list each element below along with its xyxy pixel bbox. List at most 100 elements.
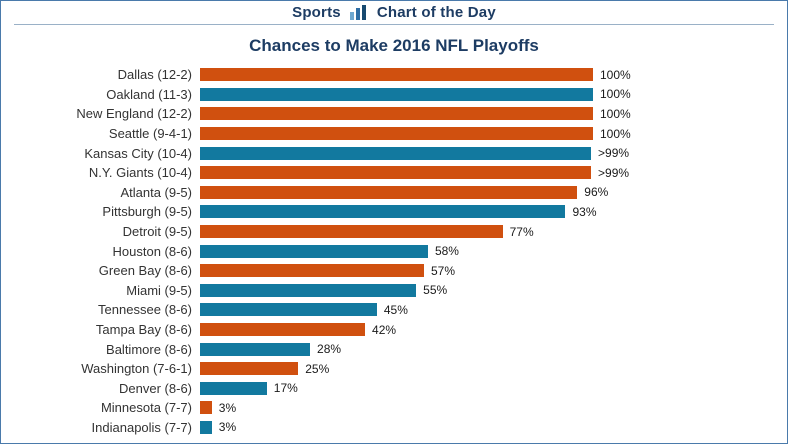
- chart-row: Miami (9-5) 55%: [1, 281, 787, 301]
- team-label: Minnesota (7-7): [100, 400, 192, 416]
- team-label: Miami (9-5): [126, 282, 192, 298]
- bar-zone: 42%: [200, 323, 787, 337]
- chart-row: Tennessee (8-6) 45%: [1, 300, 787, 320]
- value-label: 100%: [600, 106, 631, 121]
- team-label: Tampa Bay (8-6): [95, 322, 192, 338]
- chart-row: Baltimore (8-6) 28%: [1, 339, 787, 359]
- bar: [200, 87, 593, 101]
- chart-row: Pittsburgh (9-5) 93%: [1, 202, 787, 222]
- bar-zone: 25%: [200, 362, 787, 376]
- bar: [200, 381, 267, 395]
- header: Sports Chart of the Day: [1, 1, 787, 22]
- bar: [200, 225, 503, 239]
- bar: [200, 420, 212, 434]
- header-divider: [14, 24, 774, 25]
- team-label: Washington (7-6-1): [81, 361, 192, 377]
- bar: [200, 303, 377, 317]
- bar-zone: 77%: [200, 225, 787, 239]
- bar-zone: 3%: [200, 420, 787, 434]
- bar-zone: 58%: [200, 244, 787, 258]
- value-label: 42%: [372, 322, 397, 337]
- bar: [200, 127, 593, 141]
- chart-row: Minnesota (7-7) 3%: [1, 398, 787, 418]
- chart-row: Dallas (12-2) 100%: [1, 65, 787, 85]
- value-label: 25%: [305, 361, 330, 376]
- bar: [200, 342, 311, 356]
- chart-row: Kansas City (10-4) >99%: [1, 143, 787, 163]
- bar-zone: 28%: [200, 342, 787, 356]
- team-label: Atlanta (9-5): [120, 184, 192, 200]
- bar-zone: >99%: [200, 166, 787, 180]
- chart-row: Houston (8-6) 58%: [1, 241, 787, 261]
- team-label: Detroit (9-5): [122, 224, 192, 240]
- team-label: Green Bay (8-6): [98, 263, 192, 279]
- bar-zone: 45%: [200, 303, 787, 317]
- chart-row: Seattle (9-4-1) 100%: [1, 124, 787, 144]
- team-label: Oakland (11-3): [106, 86, 192, 102]
- value-label: 55%: [423, 283, 448, 298]
- bar-zone: 3%: [200, 401, 787, 415]
- tagline-label: Chart of the Day: [376, 4, 496, 21]
- chart-row: Atlanta (9-5) 96%: [1, 183, 787, 203]
- bar: [200, 166, 592, 180]
- value-label: 28%: [317, 342, 342, 357]
- chart-row: New England (12-2) 100%: [1, 104, 787, 124]
- bar-zone: 100%: [200, 68, 787, 82]
- bar-zone: 93%: [200, 205, 787, 219]
- bar: [200, 283, 417, 297]
- team-label: Kansas City (10-4): [84, 145, 192, 161]
- chart-row: Oakland (11-3) 100%: [1, 85, 787, 105]
- value-label: 17%: [273, 381, 298, 396]
- bar: [200, 185, 578, 199]
- bar-zone: 100%: [200, 107, 787, 121]
- team-label: Houston (8-6): [112, 243, 192, 259]
- bar-zone: 100%: [200, 87, 787, 101]
- bar: [200, 205, 566, 219]
- bar: [200, 146, 592, 160]
- chart-title: Chances to Make 2016 NFL Playoffs: [249, 36, 539, 55]
- team-label: Baltimore (8-6): [106, 341, 192, 357]
- bar: [200, 107, 593, 121]
- value-label: 100%: [600, 67, 631, 82]
- team-label: Seattle (9-4-1): [108, 126, 192, 142]
- team-label: Denver (8-6): [119, 380, 192, 396]
- bar: [200, 401, 212, 415]
- value-label: 77%: [509, 224, 534, 239]
- value-label: >99%: [598, 146, 630, 161]
- value-label: 93%: [572, 204, 597, 219]
- value-label: 57%: [431, 263, 456, 278]
- chart-row: N.Y. Giants (10-4) >99%: [1, 163, 787, 183]
- chart-row: Tampa Bay (8-6) 42%: [1, 320, 787, 340]
- value-label: 45%: [383, 302, 408, 317]
- value-label: 100%: [600, 87, 631, 102]
- bar: [200, 244, 428, 258]
- chart-row: Washington (7-6-1) 25%: [1, 359, 787, 379]
- chart-row: Green Bay (8-6) 57%: [1, 261, 787, 281]
- team-label: Indianapolis (7-7): [91, 419, 192, 435]
- bar-zone: 57%: [200, 264, 787, 278]
- bar-zone: 17%: [200, 381, 787, 395]
- team-label: Tennessee (8-6): [98, 302, 192, 318]
- bar-zone: 55%: [200, 283, 787, 297]
- bar: [200, 264, 424, 278]
- bar-zone: 100%: [200, 127, 787, 141]
- team-label: New England (12-2): [76, 106, 192, 122]
- value-label: 58%: [434, 244, 459, 259]
- chart-logo-icon: [349, 5, 368, 20]
- value-label: >99%: [598, 165, 630, 180]
- team-label: Dallas (12-2): [117, 67, 192, 83]
- brand-label: Sports: [292, 4, 341, 21]
- bar-chart: Dallas (12-2) 100% Oakland (11-3) 100% New E…: [1, 65, 787, 437]
- team-label: Pittsburgh (9-5): [102, 204, 192, 220]
- value-label: 96%: [584, 185, 609, 200]
- chart-row: Detroit (9-5) 77%: [1, 222, 787, 242]
- team-label: N.Y. Giants (10-4): [88, 165, 192, 181]
- bar: [200, 68, 593, 82]
- value-label: 3%: [218, 400, 237, 415]
- chart-row: Denver (8-6) 17%: [1, 379, 787, 399]
- value-label: 100%: [600, 126, 631, 141]
- bar-zone: 96%: [200, 185, 787, 199]
- value-label: 3%: [218, 420, 237, 435]
- bar: [200, 362, 299, 376]
